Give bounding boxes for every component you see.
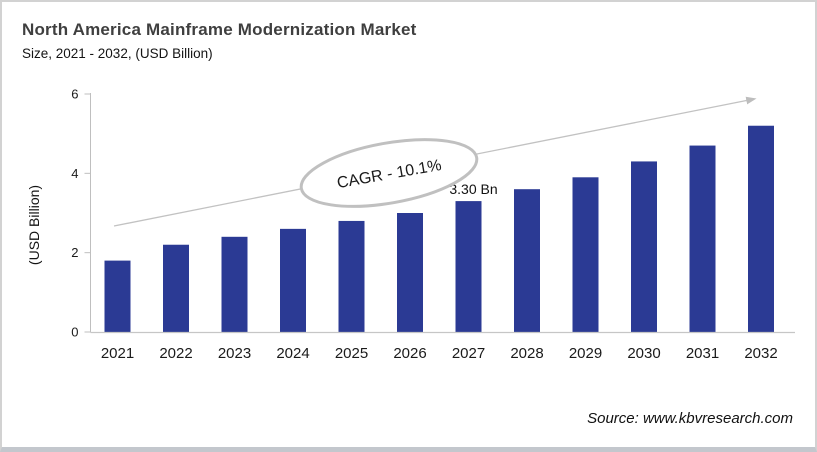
bar-value-label: 3.30 Bn [449, 181, 497, 197]
x-label-2021: 2021 [101, 345, 134, 362]
bars [104, 125, 774, 332]
y-axis-ticks [84, 93, 91, 333]
x-label-2023: 2023 [218, 345, 251, 362]
x-label-2029: 2029 [569, 345, 602, 362]
bar-2024 [280, 228, 306, 332]
x-label-2030: 2030 [627, 345, 660, 362]
cagr-annotation: CAGR - 10.1% [299, 138, 479, 208]
y-axis-tick-labels: 0 2 4 6 [71, 87, 78, 340]
bar-2027 [455, 201, 482, 332]
x-label-2024: 2024 [276, 345, 309, 362]
x-label-2022: 2022 [159, 345, 192, 362]
bar-2029 [572, 177, 599, 332]
y-tick-label: 2 [71, 245, 78, 260]
x-label-2032: 2032 [744, 345, 777, 362]
bar-2025 [338, 220, 365, 332]
bar-2032 [748, 125, 774, 332]
x-label-2026: 2026 [393, 345, 426, 362]
y-tick-label: 0 [71, 325, 78, 340]
x-label-2031: 2031 [686, 345, 719, 362]
bar-value-label-group: 3.30 Bn [449, 181, 497, 197]
bar-2030 [631, 161, 657, 332]
y-tick-label: 4 [71, 166, 78, 181]
x-label-2027: 2027 [452, 345, 485, 362]
cagr-ellipse [299, 138, 479, 208]
y-tick-label: 6 [71, 87, 78, 102]
bar-2031 [689, 145, 716, 332]
bar-2026 [397, 213, 423, 332]
chart-subtitle: Size, 2021 - 2032, (USD Billion) [22, 46, 213, 61]
bar-2028 [514, 189, 540, 332]
chart-title: North America Mainframe Modernization Ma… [22, 20, 417, 39]
bar-2022 [163, 244, 189, 332]
x-label-2025: 2025 [335, 345, 368, 362]
bar-2021 [104, 260, 131, 332]
x-axis-labels: 2021 2022 2023 2024 2025 2026 2027 2028 2029 2030… [101, 345, 778, 362]
source-credit: Source: www.kbvresearch.com [587, 410, 793, 427]
bar-2023 [221, 236, 248, 332]
x-label-2028: 2028 [510, 345, 543, 362]
